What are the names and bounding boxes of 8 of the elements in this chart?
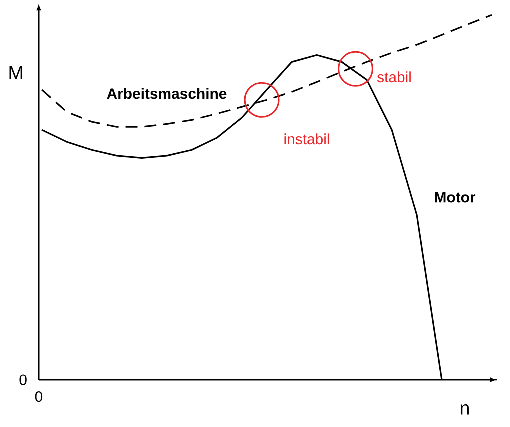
series-label: Arbeitsmaschine [107,88,227,100]
series-label: Motor [435,192,476,203]
text: 0 [35,392,43,402]
y-axis-title: M [10,66,22,80]
annotation: stabil [377,72,411,83]
x-axis-title: n [460,404,469,415]
text: 0 [20,374,27,386]
annotation: instabil [284,134,330,145]
